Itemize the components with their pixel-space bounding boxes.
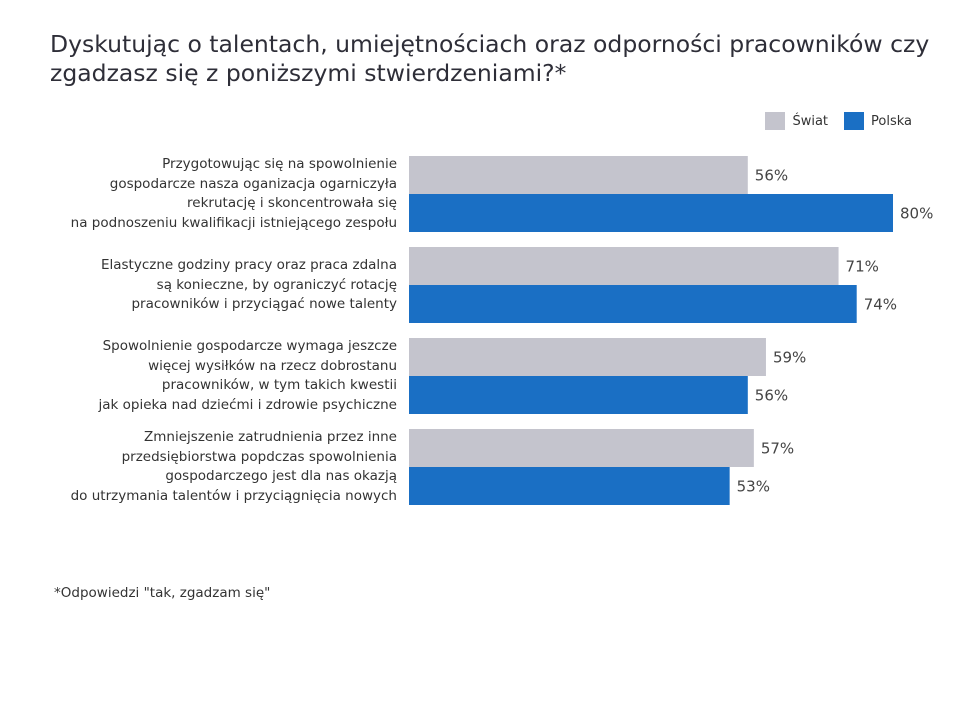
value-label-polska-2: 74% (864, 296, 897, 314)
value-label-polska-3: 56% (755, 387, 788, 405)
value-label-wiat-4: 57% (761, 440, 794, 458)
legend-item-swiat: Świat (765, 112, 828, 130)
legend-item-polska: Polska (844, 112, 912, 130)
bar-wiat-2 (409, 247, 839, 285)
category-label-2: Elastyczne godziny pracy oraz praca zdal… (100, 257, 397, 312)
value-label-polska-4: 53% (737, 478, 770, 496)
bar-wiat-4 (409, 429, 754, 467)
bar-polska-4 (409, 467, 730, 505)
category-label-3: Spowolnienie gospodarcze wymaga jeszcze … (98, 338, 397, 413)
category-label-1: Przygotowując się na spowolnienie gospod… (70, 156, 397, 231)
legend-label-polska: Polska (871, 113, 912, 129)
legend-swatch-swiat (765, 112, 786, 130)
bar-polska-2 (409, 285, 857, 323)
chart-title: Dyskutując o talentach, umiejętnościach … (50, 30, 930, 87)
value-label-wiat-3: 59% (773, 349, 806, 367)
bar-wiat-3 (409, 338, 766, 376)
value-label-wiat-1: 56% (755, 167, 788, 185)
bar-wiat-1 (409, 156, 748, 194)
value-label-wiat-2: 71% (846, 258, 879, 276)
legend: Świat Polska (749, 112, 912, 130)
value-label-polska-1: 80% (900, 205, 933, 223)
category-label-4: Zmniejszenie zatrudnienia przez inne prz… (70, 429, 397, 504)
bar-polska-1 (409, 194, 893, 232)
legend-label-swiat: Świat (792, 113, 829, 129)
bar-polska-3 (409, 376, 748, 414)
legend-swatch-polska (844, 112, 865, 130)
footnote: *Odpowiedzi "tak, zgadzam się" (54, 585, 271, 601)
